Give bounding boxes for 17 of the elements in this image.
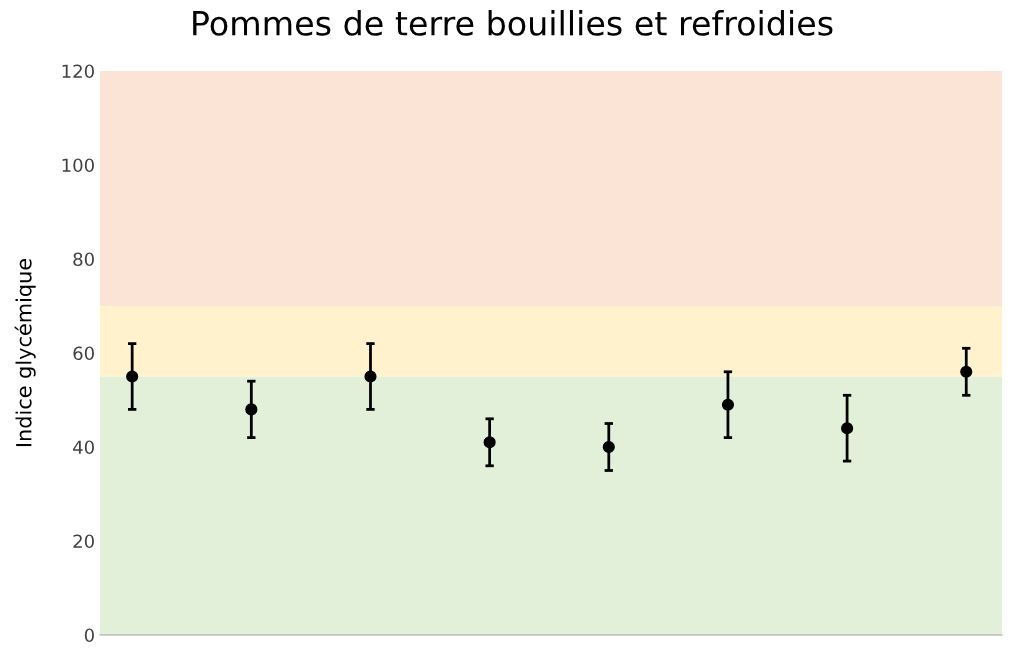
point xyxy=(721,398,735,411)
y-tick-label: 80 xyxy=(73,252,94,267)
point xyxy=(126,370,139,383)
point xyxy=(245,403,258,416)
point xyxy=(960,365,973,378)
y-tick-label: 100 xyxy=(62,158,94,173)
point xyxy=(483,436,496,449)
point xyxy=(602,440,615,454)
y-tick-label: 20 xyxy=(73,534,94,549)
point xyxy=(841,422,854,435)
y-tick-label: 60 xyxy=(73,346,94,361)
point xyxy=(364,370,377,383)
y-tick-label: 40 xyxy=(73,440,94,455)
chart-title: Pommes de terre bouillies et refroidies xyxy=(193,10,833,36)
y-tick-label: 120 xyxy=(62,64,94,79)
y-axis-title: Indice glycémique xyxy=(14,259,36,447)
y-tick-label: 0 xyxy=(84,628,94,643)
